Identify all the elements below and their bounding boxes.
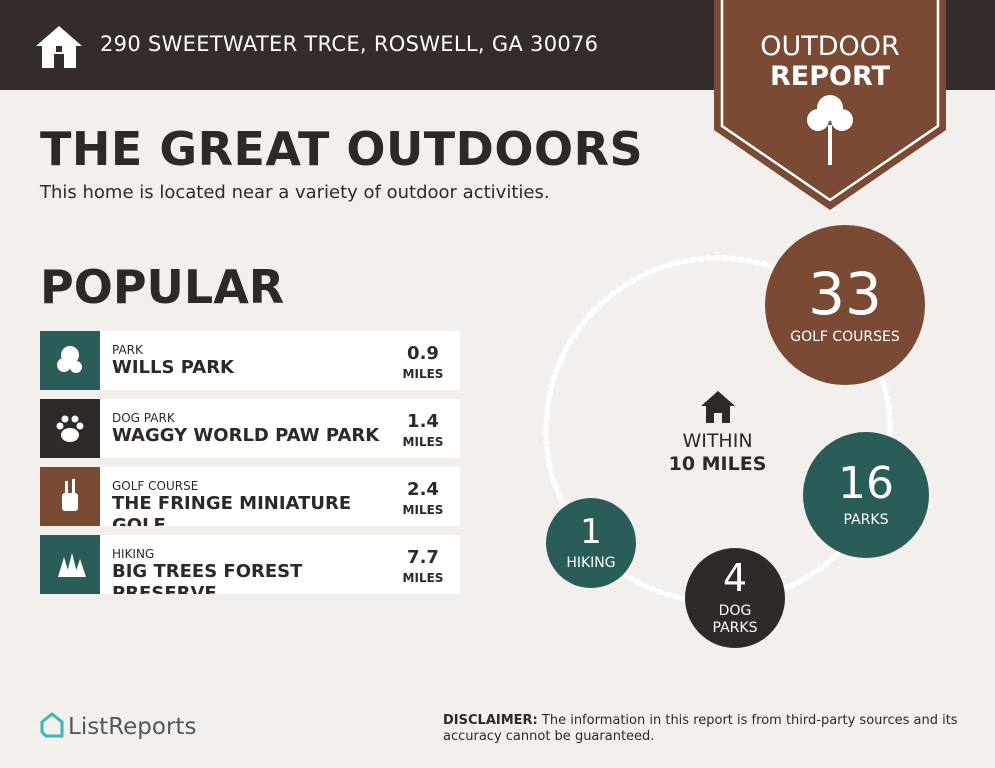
home-icon: [36, 26, 82, 68]
icon-glyph: [62, 479, 78, 511]
item-icon: [40, 331, 100, 390]
icon-glyph: [58, 553, 86, 577]
list-item: PARK WILLS PARK 0.9 MILES: [40, 331, 460, 390]
item-name: WILLS PARK: [112, 357, 235, 378]
list-item: GOLF COURSE THE FRINGE MINIATURE GOLF 2.4 M…: [40, 467, 460, 526]
item-category: PARK: [112, 343, 143, 357]
badge-line2: REPORT: [770, 61, 890, 92]
disclaimer-label: DISCLAIMER:: [443, 713, 538, 728]
circle-label: DOG PARKS: [712, 603, 758, 636]
count-circle: 16 PARKS: [803, 432, 929, 558]
item-name: THE FRINGE MINIATURE GOLF: [112, 493, 352, 526]
disclaimer: DISCLAIMER: The information in this repo…: [443, 713, 963, 745]
center-home-icon: [701, 391, 735, 423]
address: 290 SWEETWATER TRCE, ROSWELL, GA 30076: [100, 32, 599, 56]
item-unit: MILES: [402, 571, 444, 585]
count-circle: 4 DOG PARKS: [685, 548, 785, 648]
item-category: GOLF COURSE: [112, 479, 199, 493]
item-icon: [40, 399, 100, 458]
count-circle: 1 HIKING: [546, 498, 636, 588]
circle-count: 33: [808, 259, 882, 328]
item-distance: 0.9: [407, 343, 439, 364]
center-line1: WITHIN: [682, 430, 753, 452]
icon-glyph: [57, 346, 82, 373]
item-unit: MILES: [402, 503, 444, 517]
circle-count: 4: [722, 556, 748, 600]
circle-label: HIKING: [566, 554, 616, 571]
logo-icon: [40, 712, 64, 738]
item-unit: MILES: [402, 367, 444, 381]
section-heading: POPULAR: [40, 260, 285, 314]
circle-label: PARKS: [843, 511, 889, 528]
center-line2: 10 MILES: [668, 453, 767, 475]
item-category: DOG PARK: [112, 411, 175, 425]
item-distance: 7.7: [407, 547, 439, 568]
item-distance: 1.4: [407, 411, 439, 432]
item-icon: [40, 467, 100, 526]
item-name: BIG TREES FOREST PRESERVE: [112, 561, 303, 594]
circle-count: 1: [580, 511, 602, 552]
circle-count: 16: [838, 457, 894, 509]
item-distance: 2.4: [407, 479, 439, 500]
item-category: HIKING: [112, 547, 155, 561]
count-circle: 33 GOLF COURSES: [765, 225, 925, 385]
subtitle: This home is located near a variety of o…: [40, 182, 550, 203]
list-item: HIKING BIG TREES FOREST PRESERVE 7.7 MILES: [40, 535, 460, 594]
item-unit: MILES: [402, 435, 444, 449]
list-item: DOG PARK WAGGY WORLD PAW PARK 1.4 MILES: [40, 399, 460, 458]
title: THE GREAT OUTDOORS: [40, 122, 644, 176]
circle-label: GOLF COURSES: [790, 328, 900, 345]
badge-line1: OUTDOOR: [760, 31, 900, 62]
badge: [714, 0, 946, 210]
icon-glyph: [56, 415, 84, 442]
item-icon: [40, 535, 100, 594]
item-name: WAGGY WORLD PAW PARK: [112, 425, 380, 446]
brand: ListReports: [68, 714, 197, 740]
disclaimer-text: The information in this report is from t…: [443, 713, 958, 744]
